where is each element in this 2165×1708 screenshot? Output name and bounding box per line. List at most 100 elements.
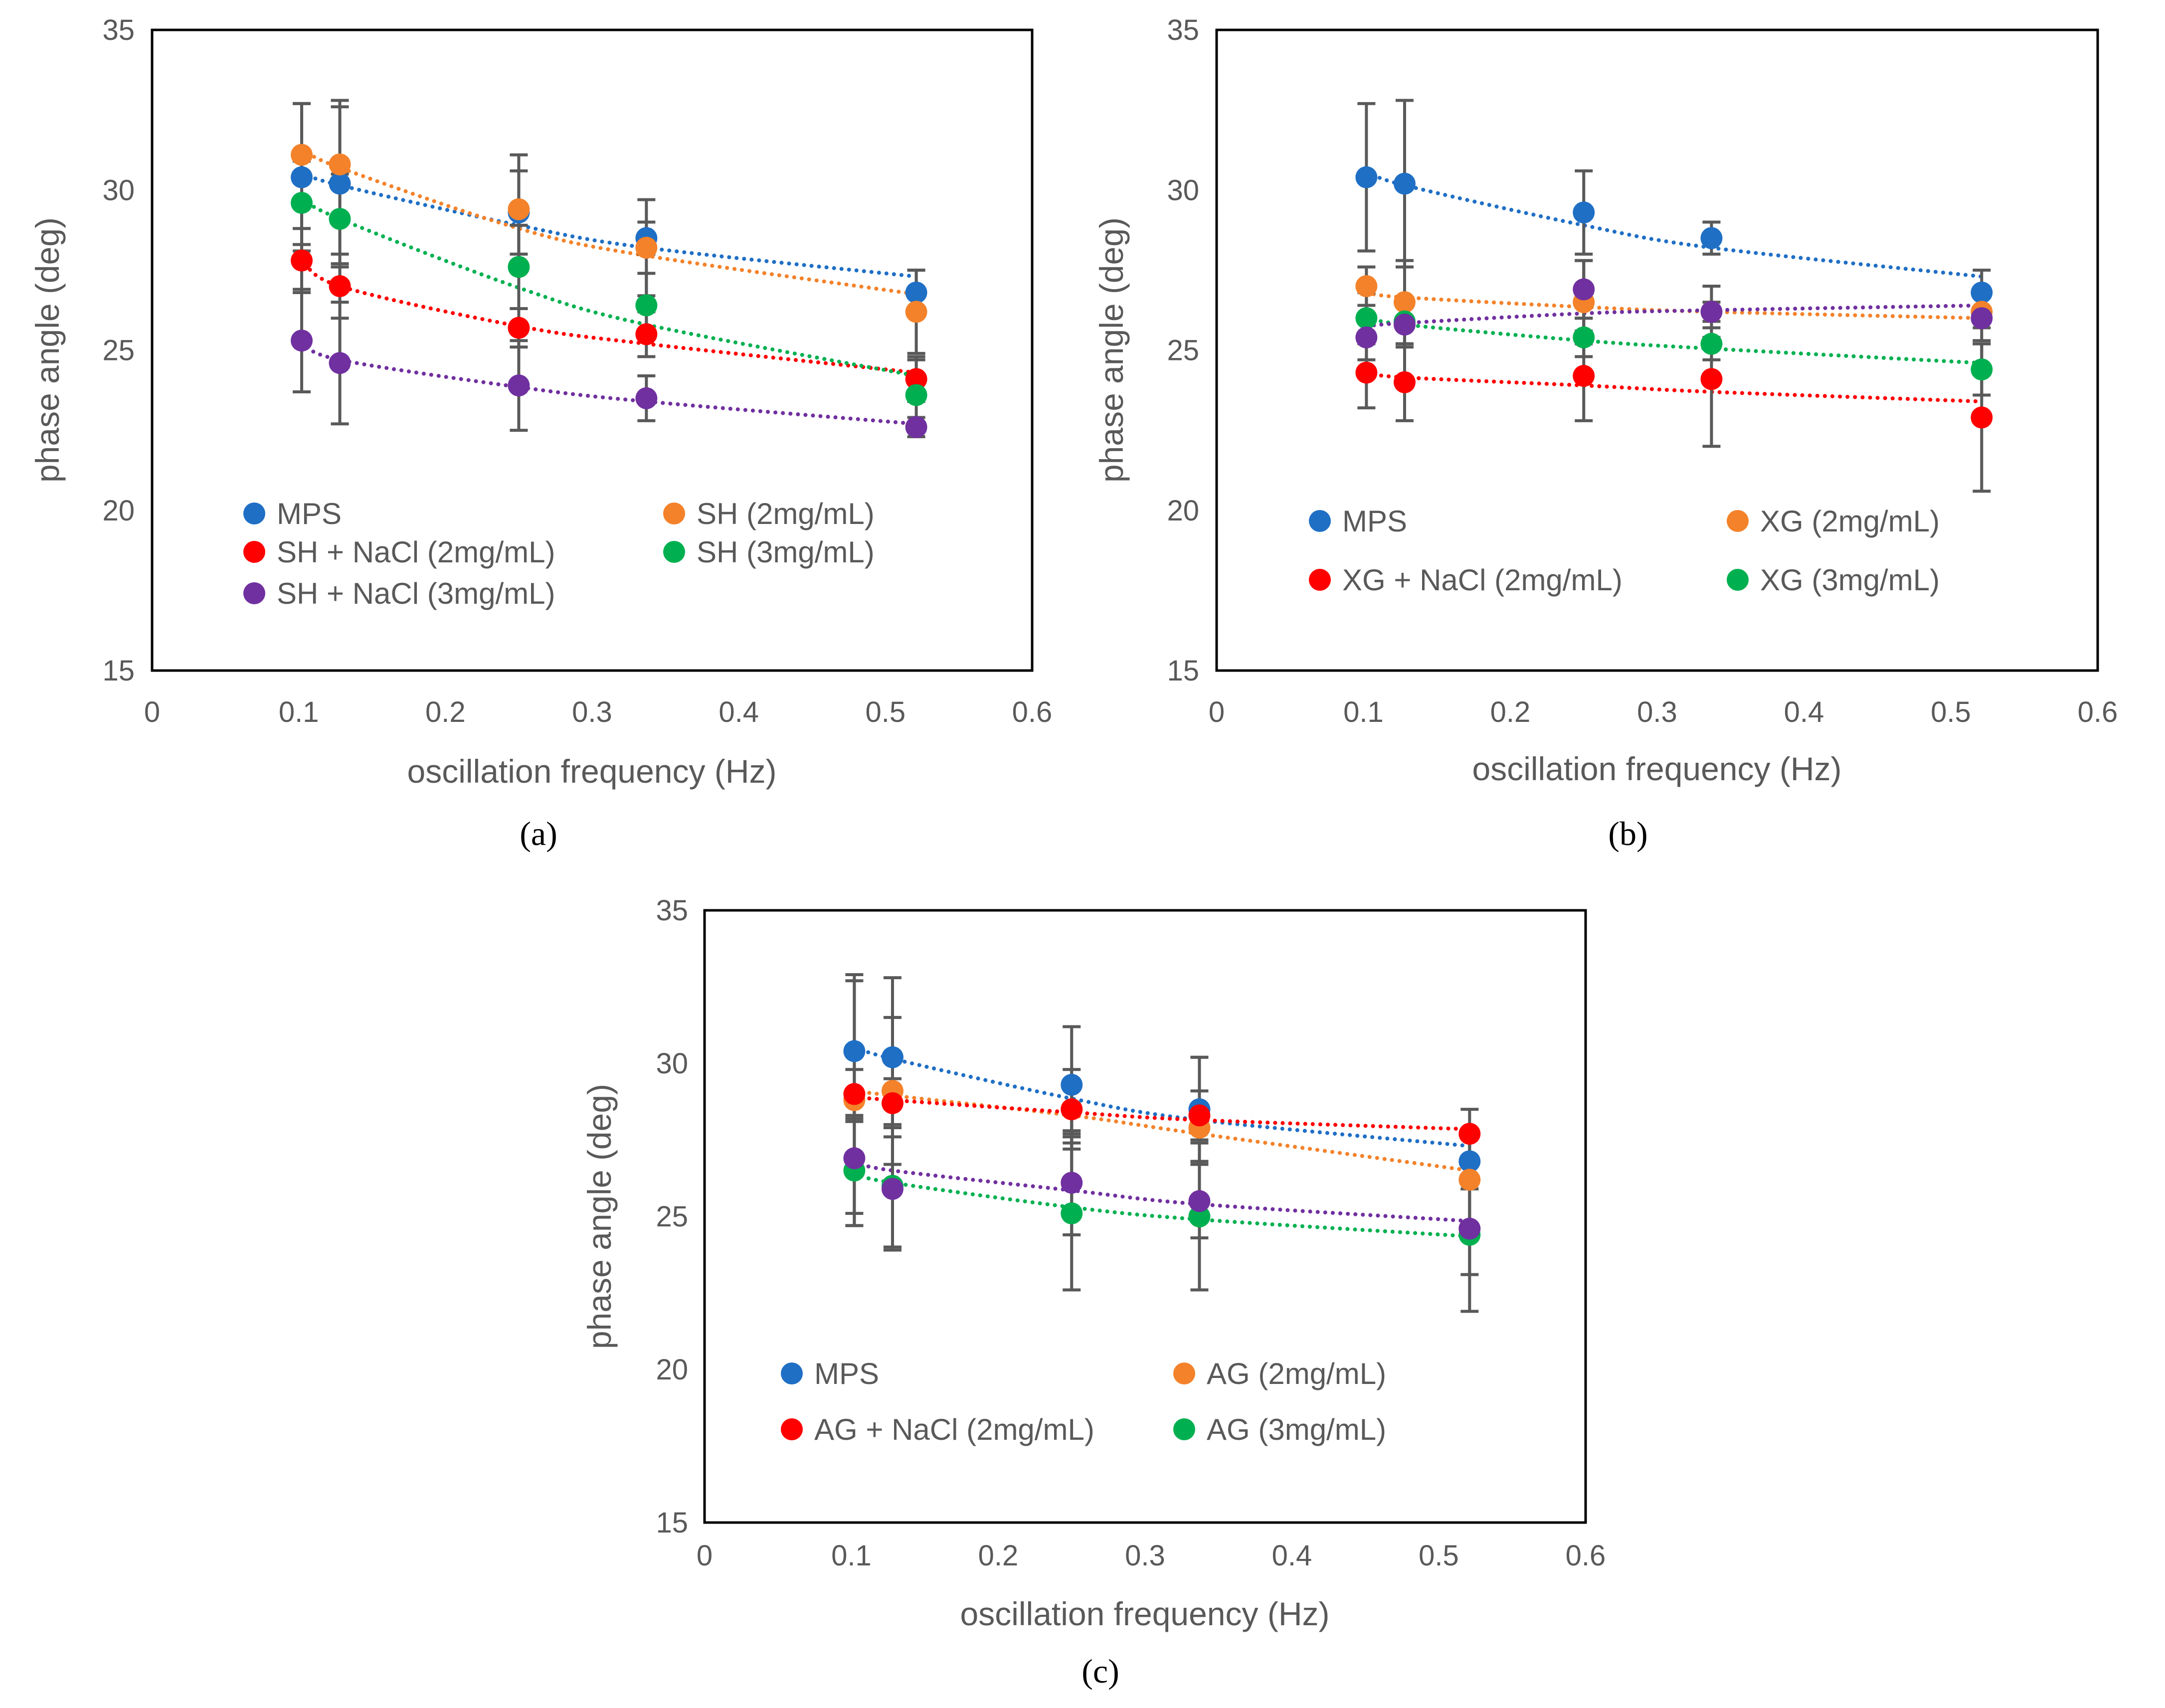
y-tick-label: 20 — [1167, 495, 1199, 527]
data-point-ag-nacl-2mg-ml — [1188, 1104, 1211, 1127]
x-tick-label: 0.3 — [1125, 1539, 1165, 1572]
data-point-sh-nacl-2mg-ml — [291, 249, 313, 272]
legend-label: SH + NaCl (2mg/mL) — [277, 535, 555, 569]
trendline-sh-nacl-3mg-ml — [852, 1159, 1472, 1223]
panel-caption-b: (b) — [1608, 815, 1647, 853]
legend-marker — [1309, 569, 1331, 591]
legend-marker — [781, 1363, 803, 1384]
y-tick-label: 30 — [1167, 174, 1199, 206]
data-point-sh-nacl-2mg-ml — [508, 317, 530, 339]
legend-label: MPS — [814, 1357, 879, 1390]
legend-marker — [663, 503, 685, 524]
x-axis-title: oscillation frequency (Hz) — [1472, 750, 1842, 787]
legend-entry: AG (2mg/mL) — [1173, 1357, 1386, 1390]
data-point-mps — [881, 1046, 903, 1068]
legend-label: XG + NaCl (2mg/mL) — [1342, 563, 1623, 597]
x-tick-label: 0.2 — [978, 1539, 1019, 1572]
x-tick-label: 0.2 — [1490, 696, 1531, 728]
x-tick-label: 0 — [1209, 696, 1225, 728]
x-axis-title: oscillation frequency (Hz) — [407, 753, 777, 790]
data-point-ag-nacl-2mg-ml — [843, 1083, 866, 1105]
legend-entry: AG + NaCl (2mg/mL) — [781, 1413, 1094, 1446]
y-tick-label: 15 — [1167, 655, 1199, 687]
legend-label: AG (3mg/mL) — [1207, 1413, 1386, 1446]
data-point-xg-2mg-ml — [1393, 291, 1416, 314]
data-point-xg-nacl-2mg-ml — [1393, 371, 1416, 393]
x-tick-label: 0.3 — [1637, 696, 1677, 728]
trendline-mps — [300, 170, 918, 279]
legend-entry: MPS — [781, 1357, 879, 1390]
data-point-mps — [905, 281, 927, 304]
x-axis-title: oscillation frequency (Hz) — [960, 1595, 1330, 1632]
data-point-mps — [1458, 1150, 1481, 1173]
plot-frame — [1215, 28, 2099, 672]
data-point-sh-3mg-ml — [905, 384, 927, 406]
legend-label: XG (2mg/mL) — [1760, 505, 1940, 538]
legend-label: MPS — [1342, 505, 1407, 538]
data-point-xg-nacl-2mg-ml — [1573, 364, 1595, 387]
data-point-sh-nacl-3mg-ml — [1573, 278, 1595, 301]
y-tick-label: 25 — [656, 1200, 688, 1233]
data-point-mps — [1971, 281, 1993, 304]
legend-marker — [1173, 1363, 1195, 1384]
x-tick-label: 0.4 — [719, 696, 759, 728]
y-tick-label: 15 — [656, 1507, 688, 1539]
data-point-sh-nacl-3mg-ml — [1393, 314, 1416, 336]
data-point-ag-nacl-2mg-ml — [1458, 1123, 1481, 1145]
y-tick-label: 25 — [102, 335, 135, 367]
data-point-mps — [843, 1040, 866, 1062]
data-point-xg-nacl-2mg-ml — [1700, 368, 1723, 390]
legend-marker — [1173, 1418, 1195, 1440]
data-point-sh-nacl-3mg-ml — [1700, 301, 1723, 323]
legend-entry: SH + NaCl (2mg/mL) — [243, 535, 555, 569]
data-point-mps — [1573, 201, 1595, 224]
data-point-sh-nacl-2mg-ml — [905, 368, 927, 390]
data-point-mps — [291, 166, 313, 188]
data-point-mps — [1700, 227, 1723, 249]
legend-entry: SH + NaCl (3mg/mL) — [243, 577, 555, 610]
data-point-sh-nacl-3mg-ml — [508, 374, 530, 397]
legend-entry: MPS — [243, 497, 342, 530]
chart-panel-b: 0 0.1 0.2 0.3 0.4 0.5 0.6 15 20 25 30 35 oscillatio… — [1093, 14, 2118, 853]
data-point-xg-2mg-ml — [1355, 275, 1378, 297]
legend: MPS SH (2mg/mL) SH + NaCl (2mg/mL) SH (3mg/… — [243, 497, 875, 610]
data-point-sh-nacl-2mg-ml — [329, 275, 351, 297]
data-point-sh-2mg-ml — [329, 153, 351, 175]
data-point-ag-3mg-ml — [1188, 1205, 1211, 1227]
legend-marker — [1309, 510, 1331, 532]
legend-label: SH + NaCl (3mg/mL) — [277, 577, 555, 610]
legend: MPS AG (2mg/mL) AG + NaCl (2mg/mL) AG (3mg/… — [781, 1357, 1386, 1446]
legend-label: SH (3mg/mL) — [697, 535, 875, 569]
data-point-mps — [1355, 166, 1378, 188]
legend-label: AG + NaCl (2mg/mL) — [814, 1413, 1094, 1446]
legend-label: AG (2mg/mL) — [1207, 1357, 1386, 1390]
plot-frame — [151, 28, 1034, 672]
legend-entry: AG (3mg/mL) — [1173, 1413, 1386, 1446]
data-point-sh-nacl-3mg-ml — [1188, 1190, 1211, 1212]
data-point-sh-2mg-ml — [635, 236, 658, 259]
data-point-sh-nacl-3mg-ml — [843, 1147, 866, 1170]
data-point-xg-nacl-2mg-ml — [1355, 361, 1378, 384]
x-tick-label: 0.5 — [866, 696, 906, 728]
data-point-sh-3mg-ml — [329, 208, 351, 230]
x-tick-label: 0.4 — [1784, 696, 1824, 728]
data-point-xg-3mg-ml — [1573, 326, 1595, 348]
legend-marker — [243, 582, 265, 604]
x-tick-label: 0 — [144, 696, 160, 728]
data-point-xg-3mg-ml — [1700, 333, 1723, 355]
x-tick-label: 0.6 — [1012, 696, 1053, 728]
y-tick-label: 35 — [102, 14, 135, 46]
y-tick-label: 35 — [656, 894, 688, 927]
x-tick-label: 0.1 — [1343, 696, 1384, 728]
data-point-ag-2mg-ml — [1458, 1169, 1481, 1191]
panel-caption-c: (c) — [1082, 1652, 1119, 1690]
data-point-sh-3mg-ml — [635, 294, 658, 317]
data-point-sh-nacl-3mg-ml — [1355, 326, 1378, 348]
y-axis-title: phase angle (deg) — [1093, 217, 1130, 483]
legend-entry: XG (2mg/mL) — [1727, 505, 1940, 538]
legend-label: MPS — [277, 497, 342, 530]
data-point-xg-nacl-2mg-ml — [1971, 406, 1993, 429]
chart-panel-c: 0 0.1 0.2 0.3 0.4 0.5 0.6 15 20 25 30 35 oscillatio… — [581, 894, 1606, 1690]
data-point-sh-nacl-3mg-ml — [1458, 1217, 1481, 1240]
